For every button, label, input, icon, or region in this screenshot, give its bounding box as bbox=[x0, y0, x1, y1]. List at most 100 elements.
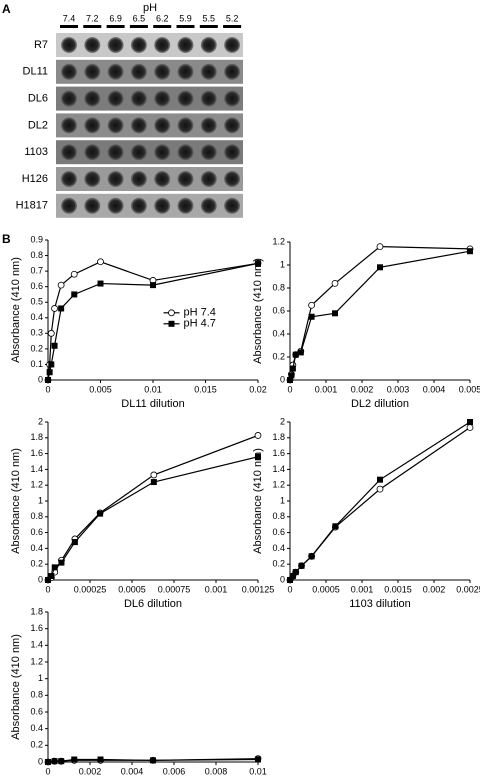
x-tick-label: 0.001 bbox=[205, 584, 228, 594]
point bbox=[45, 759, 51, 765]
legend-marker bbox=[168, 309, 175, 317]
point bbox=[376, 243, 384, 251]
point bbox=[288, 372, 295, 379]
point bbox=[51, 342, 58, 349]
ph-label: 6.2 bbox=[156, 13, 169, 23]
ph-bar bbox=[129, 25, 148, 28]
y-tick-label: 0.2 bbox=[30, 559, 43, 569]
series-line bbox=[289, 427, 471, 581]
blot-dot bbox=[84, 197, 101, 214]
ph-bar bbox=[60, 25, 78, 28]
blot-dot bbox=[61, 37, 77, 53]
blot-dot bbox=[177, 171, 194, 187]
blot-dot bbox=[154, 117, 171, 134]
point bbox=[467, 248, 473, 255]
blot-dot bbox=[61, 144, 77, 161]
point bbox=[298, 562, 305, 569]
point bbox=[255, 260, 261, 267]
y-axis-title: Absorbance (410 nm) bbox=[252, 258, 264, 364]
blot-dot bbox=[107, 63, 124, 80]
blot-dot bbox=[130, 117, 147, 134]
ph-label: 5.9 bbox=[179, 13, 192, 23]
blot-dot bbox=[177, 63, 194, 80]
row-label: 1103 bbox=[24, 146, 48, 158]
blot-dot bbox=[154, 144, 171, 161]
x-tick-label: 0.001 bbox=[315, 384, 338, 394]
blot-dot bbox=[224, 63, 241, 80]
point bbox=[150, 757, 156, 764]
y-tick-label: 1.8 bbox=[272, 432, 285, 442]
blot-dot bbox=[154, 63, 171, 80]
point bbox=[58, 559, 65, 566]
point bbox=[467, 419, 473, 425]
row-label: DL6 bbox=[28, 93, 48, 105]
x-tick-label: 0 bbox=[287, 584, 292, 594]
blot-dot bbox=[224, 197, 241, 214]
blot-dot bbox=[61, 63, 77, 80]
blot-dot bbox=[107, 171, 124, 187]
point bbox=[150, 282, 156, 289]
y-tick-label: 0.2 bbox=[272, 559, 285, 569]
blot-dot bbox=[177, 117, 194, 134]
y-tick-label: 0.8 bbox=[272, 282, 285, 292]
y-tick-label: 1.8 bbox=[30, 432, 43, 442]
ph-label: 6.9 bbox=[109, 13, 122, 23]
y-tick-label: 0 bbox=[38, 574, 43, 584]
ph-bar bbox=[153, 25, 172, 28]
blot-dot bbox=[61, 197, 77, 214]
blot-dot bbox=[200, 144, 217, 161]
ph-label: 7.4 bbox=[63, 13, 76, 23]
y-tick-label: 0.3 bbox=[30, 328, 43, 338]
point bbox=[48, 573, 55, 580]
y-tick-label: 1.2 bbox=[272, 236, 285, 246]
x-tick-label: 0.004 bbox=[423, 384, 446, 394]
blot-dot bbox=[200, 117, 217, 134]
x-tick-label: 0.01 bbox=[144, 384, 162, 394]
y-tick-label: 0 bbox=[38, 756, 43, 766]
x-tick-label: 0.001 bbox=[351, 584, 374, 594]
point bbox=[48, 361, 55, 368]
y-tick-label: 0.8 bbox=[30, 250, 43, 260]
x-tick-label: 0 bbox=[45, 766, 50, 776]
ph-bar bbox=[106, 25, 125, 28]
y-axis-title: Absorbance (410 nm) bbox=[10, 634, 22, 740]
point bbox=[377, 264, 383, 271]
y-axis-title: Absorbance (410 nm) bbox=[252, 448, 264, 554]
x-tick-label: 0.02 bbox=[249, 384, 267, 394]
blot-dot bbox=[200, 171, 217, 187]
y-tick-label: 0.4 bbox=[30, 543, 43, 553]
point bbox=[51, 758, 58, 765]
y-tick-label: 0.4 bbox=[30, 723, 43, 733]
ph-label: 6.5 bbox=[133, 13, 146, 23]
x-tick-label: 0.01 bbox=[249, 766, 267, 776]
ph-bar bbox=[223, 25, 242, 28]
row-label: DL11 bbox=[23, 66, 48, 78]
point bbox=[71, 539, 78, 546]
x-axis-title: DL6 dilution bbox=[124, 598, 182, 610]
y-tick-label: 1.6 bbox=[272, 448, 285, 458]
panel-label: B bbox=[2, 232, 11, 246]
point bbox=[308, 553, 315, 560]
y-tick-label: 0.9 bbox=[30, 234, 43, 244]
x-tick-label: 0 bbox=[45, 384, 50, 394]
row-label: H1817 bbox=[16, 200, 48, 212]
y-tick-label: 0.8 bbox=[30, 511, 43, 521]
point bbox=[150, 479, 157, 486]
point bbox=[254, 432, 262, 439]
blot-dot bbox=[84, 90, 101, 107]
x-tick-label: 0.008 bbox=[205, 766, 228, 776]
x-tick-label: 0.006 bbox=[163, 766, 186, 776]
point bbox=[97, 258, 104, 266]
point bbox=[255, 453, 261, 460]
point bbox=[45, 577, 51, 583]
blot-dot bbox=[177, 37, 194, 53]
y-tick-label: 0.8 bbox=[30, 690, 43, 700]
ph-title: pH bbox=[143, 2, 157, 14]
ph-bar bbox=[83, 25, 102, 28]
x-tick-label: 0.00025 bbox=[74, 584, 107, 594]
x-tick-label: 0.0005 bbox=[312, 584, 340, 594]
point bbox=[308, 301, 316, 309]
x-tick-label: 0.015 bbox=[194, 384, 217, 394]
point bbox=[47, 329, 55, 337]
